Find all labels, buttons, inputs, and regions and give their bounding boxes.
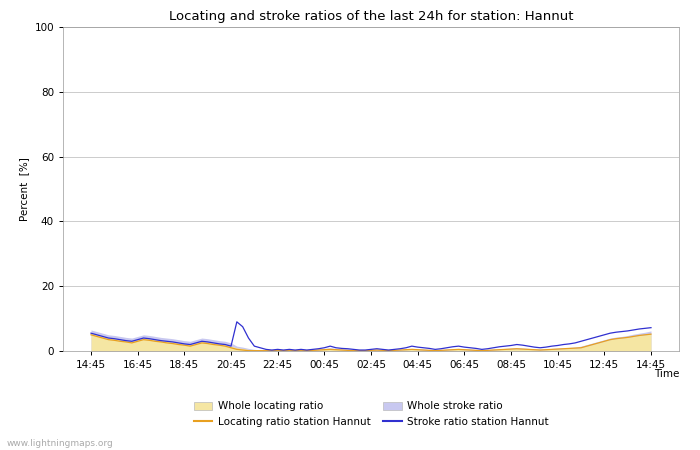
Text: www.lightningmaps.org: www.lightningmaps.org bbox=[7, 439, 113, 448]
Y-axis label: Percent  [%]: Percent [%] bbox=[19, 157, 29, 221]
Text: Time: Time bbox=[654, 369, 679, 379]
Title: Locating and stroke ratios of the last 24h for station: Hannut: Locating and stroke ratios of the last 2… bbox=[169, 10, 573, 23]
Legend: Whole locating ratio, Locating ratio station Hannut, Whole stroke ratio, Stroke : Whole locating ratio, Locating ratio sta… bbox=[190, 398, 552, 430]
